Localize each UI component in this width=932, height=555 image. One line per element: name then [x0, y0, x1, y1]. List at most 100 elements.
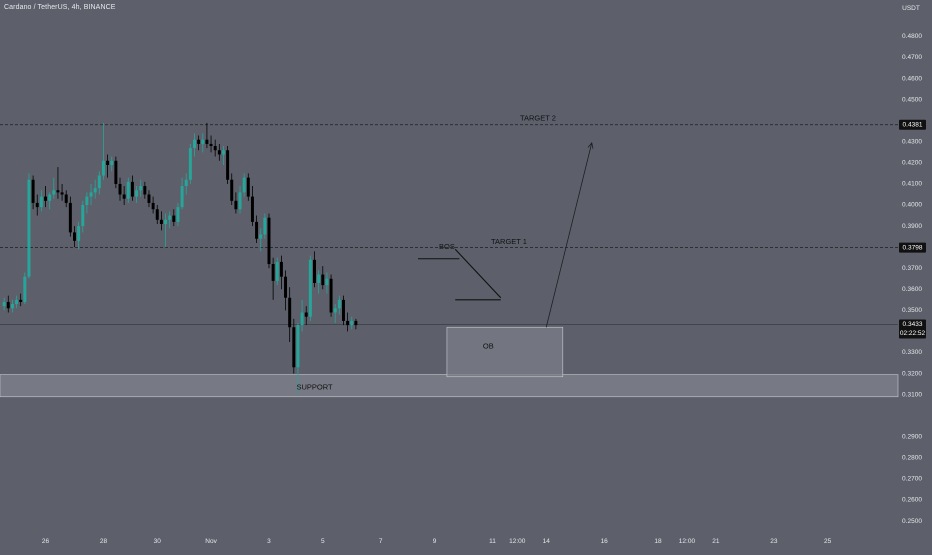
price-tags-layer: 0.4381 0.3798 0.3433 02:22:52 — [899, 119, 926, 339]
candle-body — [337, 299, 341, 309]
candle-body — [213, 146, 217, 151]
price-tick-label: 0.2700 — [902, 476, 922, 483]
candle-body — [292, 327, 296, 368]
candle-77 — [321, 266, 325, 290]
candle-body — [6, 301, 10, 309]
candle-45 — [188, 143, 192, 184]
candle-body — [35, 202, 39, 208]
candle-body — [106, 160, 110, 165]
candle-20 — [85, 192, 89, 214]
candle-body — [184, 179, 188, 187]
time-tick-label: Nov — [205, 538, 217, 545]
time-tick-label: 21 — [712, 538, 720, 545]
candle-4 — [19, 293, 23, 307]
candle-17 — [72, 226, 76, 248]
price-tick-label: 0.4300 — [902, 139, 922, 146]
candle-body — [230, 179, 234, 201]
candle-68 — [284, 270, 288, 311]
candle-11 — [48, 192, 52, 210]
candle-body — [300, 312, 304, 326]
candle-body — [126, 181, 130, 199]
candle-body — [164, 219, 168, 224]
candle-82 — [341, 295, 345, 326]
candle-body — [267, 217, 271, 265]
candle-28 — [118, 177, 122, 201]
candle-22 — [93, 179, 97, 199]
zone-ob — [446, 326, 564, 378]
candle-body — [221, 150, 225, 155]
candle-32 — [135, 186, 139, 203]
wedge-top-line — [454, 248, 502, 299]
candle-50 — [209, 135, 213, 153]
candle-35 — [147, 190, 151, 208]
candle-79 — [329, 274, 333, 317]
price-tick-label: 0.4200 — [902, 160, 922, 167]
candle-body — [304, 312, 308, 317]
price-tag-label-2: 0.3433 — [903, 321, 923, 328]
candle-body — [155, 209, 159, 220]
price-axis[interactable]: USDT 0.4800 0.4700 0.4600 0.4500 0.4300 0.4200… — [902, 5, 922, 525]
price-tick-label: 0.4600 — [902, 75, 922, 82]
candle-13 — [56, 167, 60, 199]
candle-52 — [217, 143, 221, 161]
price-tag-label-1: 0.3798 — [903, 244, 923, 251]
candle-9 — [39, 190, 43, 212]
candle-body — [263, 217, 267, 235]
candle-body — [242, 177, 246, 193]
candle-body — [341, 299, 345, 321]
time-tick-label: 12:00 — [509, 538, 526, 545]
candle-31 — [130, 175, 134, 201]
candle-53 — [221, 146, 225, 165]
candle-body — [284, 276, 288, 298]
candle-75 — [313, 251, 316, 288]
candle-18 — [77, 221, 81, 250]
candle-body — [271, 264, 275, 281]
time-tick-label: 18 — [654, 538, 662, 545]
candle-41 — [172, 209, 176, 227]
time-tick-label: 14 — [543, 538, 551, 545]
zones-layer — [0, 326, 899, 398]
candle-body — [197, 139, 201, 144]
candle-7 — [31, 175, 35, 210]
candle-84 — [350, 316, 354, 330]
candle-body — [193, 139, 196, 149]
price-tick-label: 0.4700 — [902, 54, 922, 61]
candle-body — [48, 194, 52, 201]
candle-body — [64, 194, 68, 203]
candle-body — [77, 226, 81, 241]
time-axis[interactable]: 26 28 30 Nov 3 5 7 9 11 12:00 14 16 18 12:00 21 23 25 — [42, 538, 832, 545]
candle-24 — [101, 122, 105, 180]
candle-body — [296, 325, 300, 368]
candle-body — [135, 190, 139, 197]
candle-body — [130, 181, 134, 197]
candle-body — [85, 196, 89, 206]
candle-23 — [97, 171, 101, 195]
candle-25 — [106, 154, 110, 178]
time-tick-label: 28 — [100, 538, 108, 545]
drawings-layer — [417, 141, 594, 328]
candle-72 — [300, 299, 304, 332]
candle-26 — [110, 156, 114, 172]
candle-55 — [230, 173, 234, 206]
candle-body — [52, 190, 56, 195]
candle-body — [172, 215, 176, 222]
candle-81 — [337, 295, 341, 315]
candle-body — [151, 202, 155, 210]
candle-78 — [325, 272, 329, 294]
time-tick-label: 3 — [267, 538, 271, 545]
candle-body — [15, 299, 19, 305]
candle-body — [250, 196, 254, 222]
candle-body — [308, 259, 312, 317]
price-tick-label: 0.4100 — [902, 181, 922, 188]
price-tag-countdown: 02:22:52 — [900, 330, 926, 337]
price-tag-bg-0 — [899, 119, 926, 130]
candle-body — [81, 205, 85, 227]
candle-body — [246, 177, 250, 197]
price-axis-unit-label: USDT — [902, 5, 920, 12]
candle-30 — [126, 177, 130, 203]
candle-body — [27, 179, 31, 277]
time-tick-label: 9 — [433, 538, 437, 545]
candle-2 — [10, 299, 14, 313]
